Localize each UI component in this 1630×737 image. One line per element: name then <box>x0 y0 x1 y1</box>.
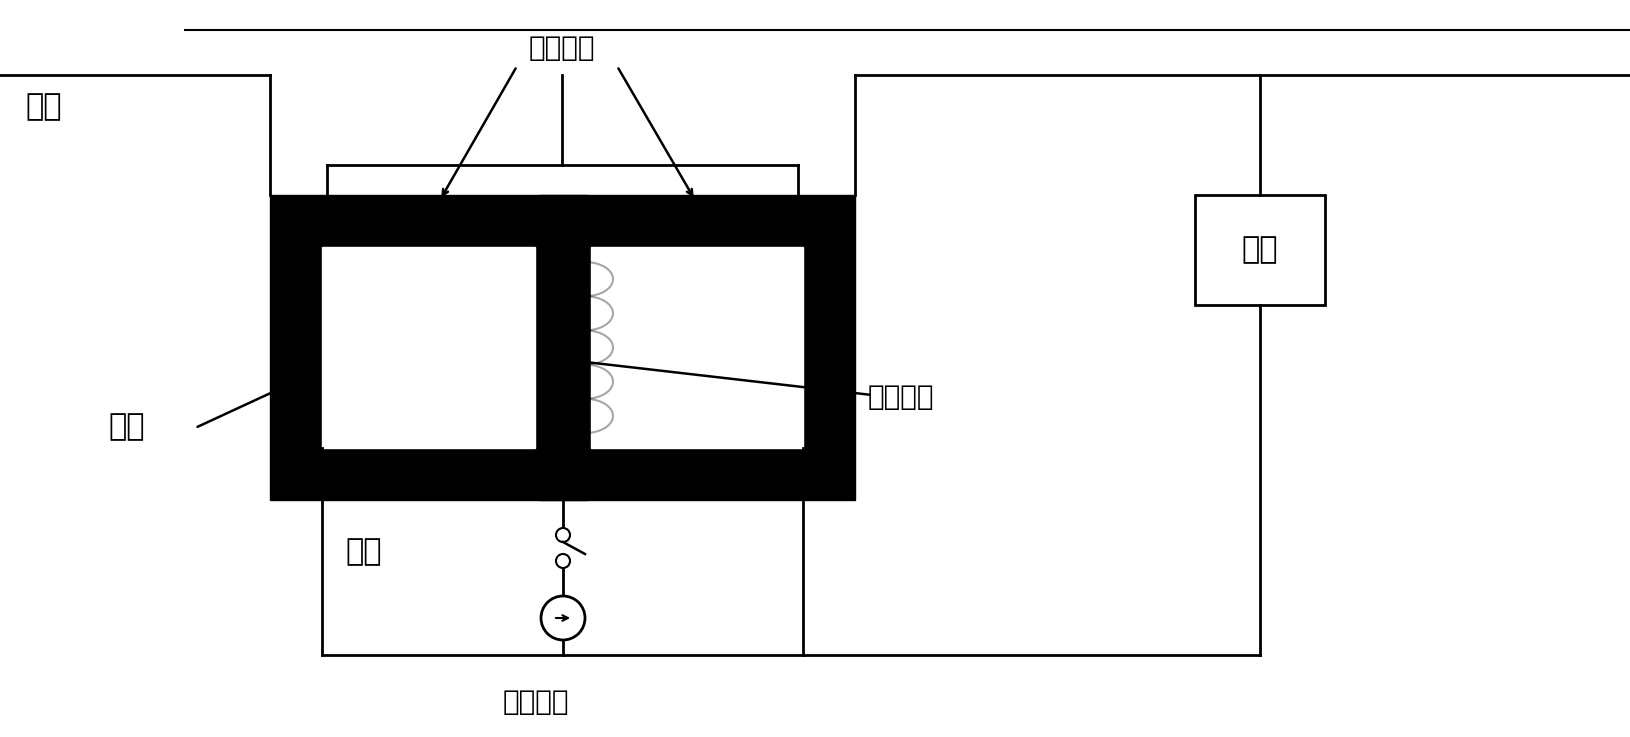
Polygon shape <box>321 247 535 448</box>
Text: 开关: 开关 <box>346 537 381 566</box>
Text: 交流绕组: 交流绕组 <box>528 34 595 62</box>
Text: 直流电源: 直流电源 <box>502 688 569 716</box>
Polygon shape <box>538 195 587 500</box>
Circle shape <box>541 596 585 640</box>
Polygon shape <box>271 195 854 500</box>
Text: 负荷: 负荷 <box>1240 236 1278 265</box>
Text: 铁心: 铁心 <box>108 412 145 441</box>
Polygon shape <box>1195 195 1324 305</box>
Circle shape <box>556 528 569 542</box>
Circle shape <box>556 554 569 568</box>
Text: 直流绕组: 直流绕组 <box>867 383 934 411</box>
Polygon shape <box>590 247 802 448</box>
Text: 电网: 电网 <box>24 92 62 121</box>
